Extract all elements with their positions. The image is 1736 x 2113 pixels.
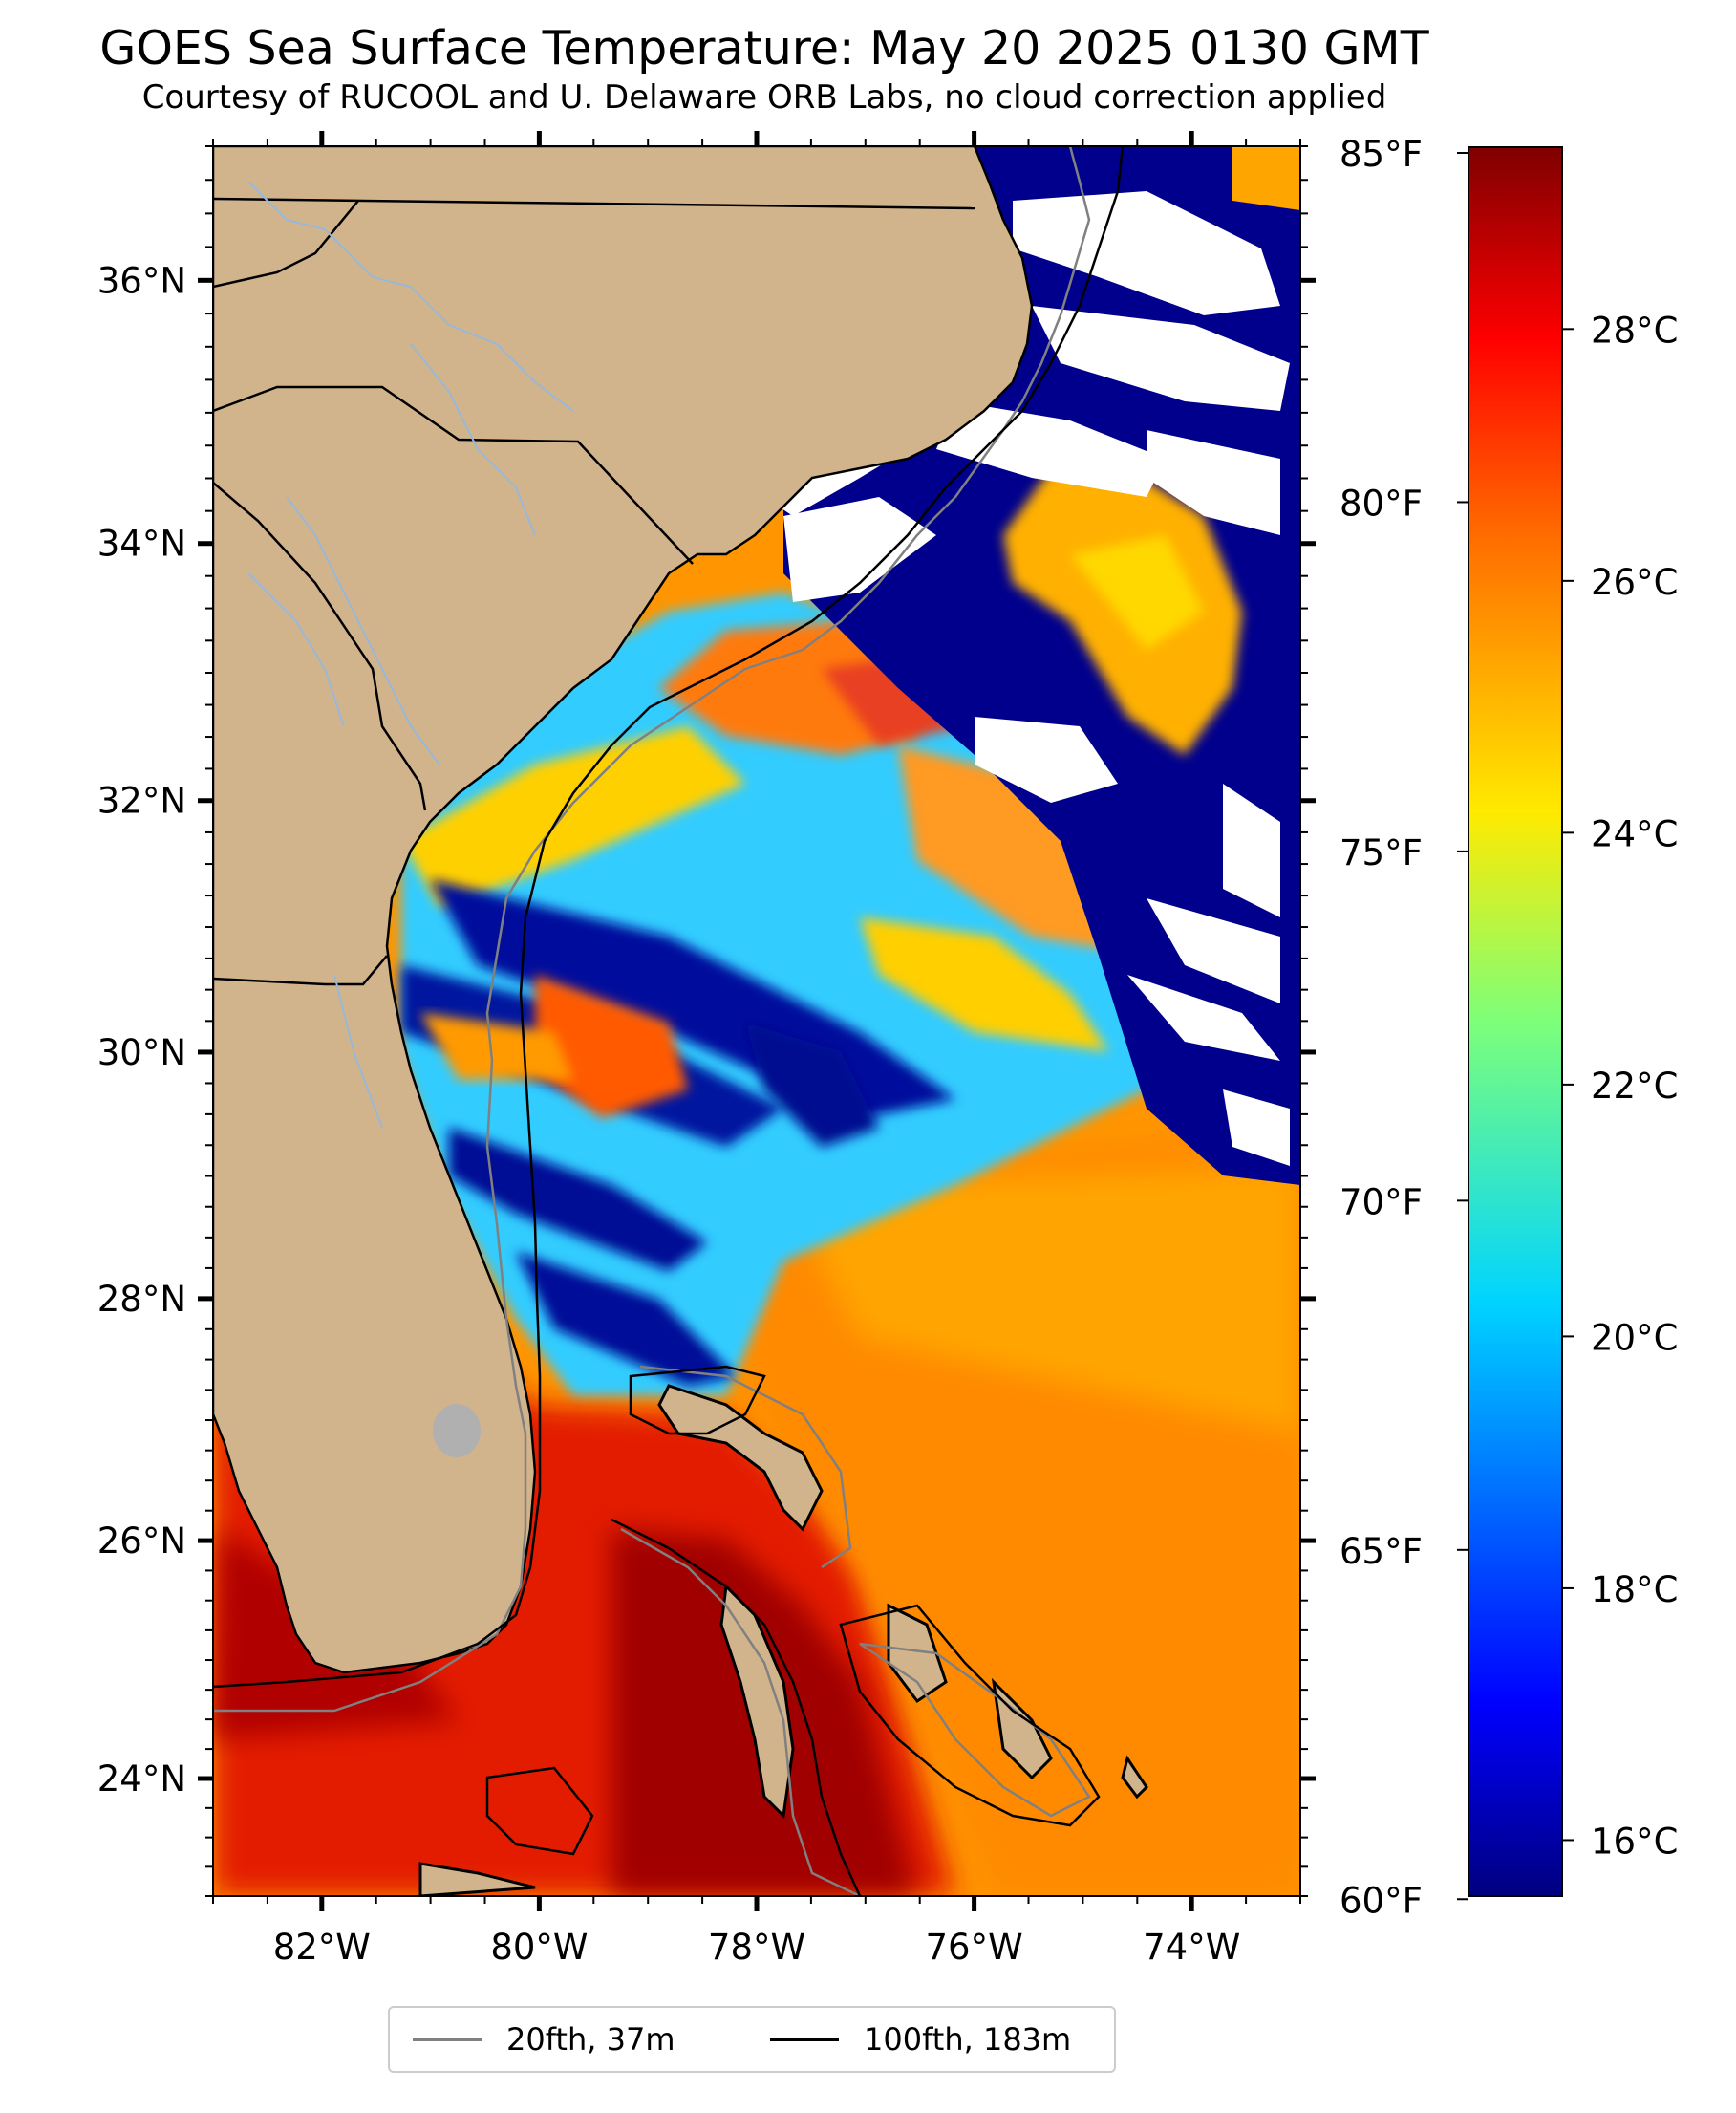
isobath-lines bbox=[213, 146, 1125, 1896]
colorbar-c-label: 20°C bbox=[1591, 1317, 1678, 1358]
rivers bbox=[247, 181, 574, 1129]
colorbar-c-label: 28°C bbox=[1591, 310, 1678, 351]
colorbar-ticks: 85°F 80°F 75°F 70°F 65°F 60°F 28°C 26°C 24°C 22°C… bbox=[1340, 134, 1678, 1921]
lat-tick-label: 32°N bbox=[97, 781, 186, 822]
legend-item-20fth: 20fth, 37m bbox=[413, 2008, 675, 2071]
legend-swatch-20fth bbox=[413, 2038, 482, 2041]
legend-swatch-100fth bbox=[770, 2038, 839, 2041]
colorbar-f-label: 80°F bbox=[1340, 483, 1423, 524]
state-borders bbox=[213, 197, 975, 986]
isobath-100fth bbox=[213, 146, 1125, 1689]
colorbar bbox=[1468, 146, 1563, 1897]
colorbar-f-label: 75°F bbox=[1340, 832, 1423, 873]
colorbar-c-label: 26°C bbox=[1591, 562, 1678, 603]
lon-tick-label: 78°W bbox=[708, 1927, 805, 1968]
map-panel bbox=[213, 146, 1300, 1896]
colorbar-f-label: 85°F bbox=[1340, 134, 1423, 175]
colorbar-f-label: 70°F bbox=[1340, 1181, 1423, 1222]
isobath-20fth bbox=[213, 146, 1091, 1713]
map-subtitle: Courtesy of RUCOOL and U. Delaware ORB L… bbox=[141, 78, 1387, 117]
colorbar-c-label: 22°C bbox=[1591, 1066, 1678, 1107]
isobath-legend: 20fth, 37m 100fth, 183m bbox=[388, 2006, 1116, 2073]
legend-label-20fth: 20fth, 37m bbox=[506, 2021, 675, 2058]
lat-tick-label: 24°N bbox=[97, 1758, 186, 1800]
lat-tick-label: 36°N bbox=[97, 260, 186, 301]
no-data-cloud-1 bbox=[1013, 191, 1280, 315]
colorbar-c-label: 16°C bbox=[1591, 1821, 1678, 1862]
lake-okeechobee bbox=[433, 1404, 481, 1457]
lon-tick-label: 76°W bbox=[926, 1927, 1023, 1968]
legend-label-100fth: 100fth, 183m bbox=[864, 2021, 1072, 2058]
lat-tick-label: 26°N bbox=[97, 1520, 186, 1562]
lon-tick-label: 74°W bbox=[1143, 1927, 1240, 1968]
lat-tick-label: 28°N bbox=[97, 1279, 186, 1320]
land-us-southeast bbox=[213, 146, 1034, 1674]
lon-tick-label: 82°W bbox=[273, 1927, 371, 1968]
map-ticks: 82°W 80°W 78°W 76°W 74°W 24°N 26°N 28°N 30°N 32°N… bbox=[97, 131, 1316, 1968]
colorbar-c-label: 18°C bbox=[1591, 1569, 1678, 1610]
lat-tick-label: 30°N bbox=[97, 1032, 186, 1073]
colorbar-f-label: 65°F bbox=[1340, 1531, 1423, 1572]
bahamas-islands bbox=[418, 1384, 1148, 1896]
colorbar-c-label: 24°C bbox=[1591, 813, 1678, 854]
legend-item-100fth: 100fth, 183m bbox=[770, 2008, 1071, 2071]
colorbar-f-label: 60°F bbox=[1340, 1880, 1423, 1921]
map-title: GOES Sea Surface Temperature: May 20 202… bbox=[99, 21, 1429, 75]
lat-tick-label: 34°N bbox=[97, 524, 186, 565]
lon-tick-label: 80°W bbox=[490, 1927, 588, 1968]
